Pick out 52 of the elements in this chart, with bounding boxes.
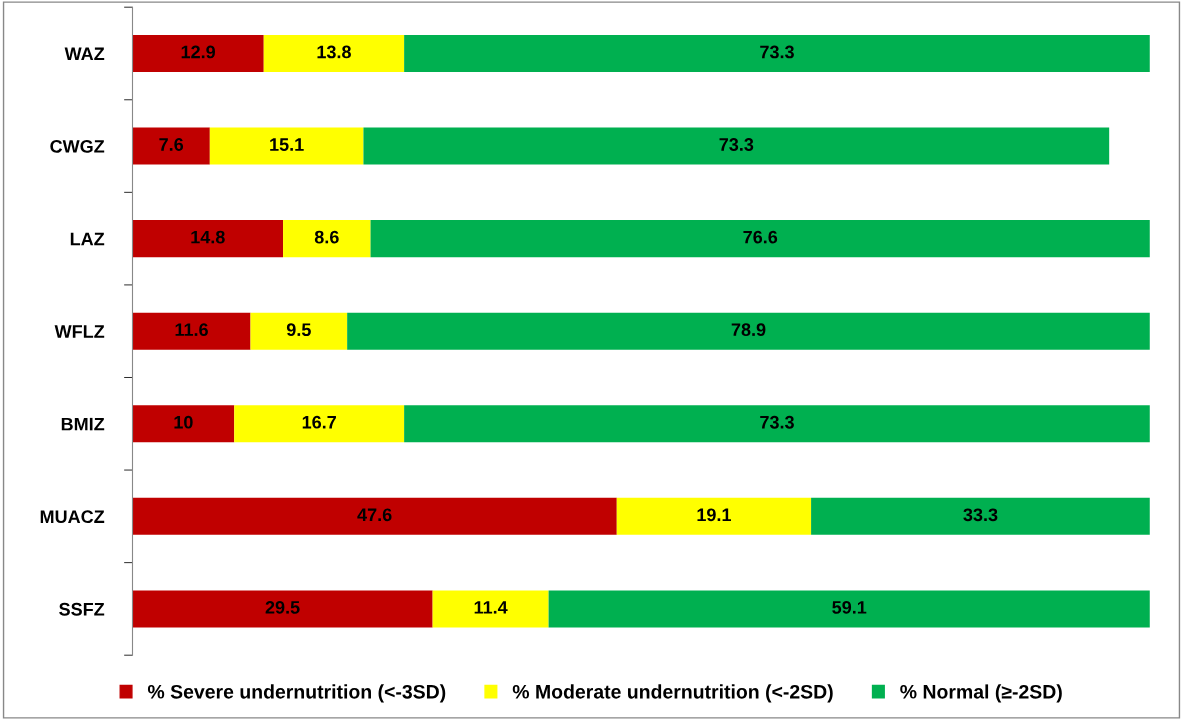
data-label: 12.9 [181,45,216,59]
y-tick-label: SSFZ [59,602,105,616]
bar [132,312,251,350]
data-label: 29.5 [265,600,300,614]
y-tick-label: CWGZ [50,139,105,153]
data-label: 33.3 [963,508,998,522]
bar [132,34,264,72]
data-label: 19.1 [697,508,731,522]
data-label: 8.6 [314,230,339,244]
legend-label: % Normal (≥-2SD) [900,684,1062,703]
bar [132,497,617,535]
data-label: 9.5 [286,323,311,337]
data-label: 76.6 [743,230,778,244]
y-tick-label: WAZ [64,47,105,61]
data-label: 73.3 [760,415,794,429]
data-label: 14.8 [191,230,225,244]
data-label: 10 [174,415,193,429]
bar [250,312,348,350]
bar [209,127,364,165]
bar [363,127,1110,165]
y-tick-label: WFLZ [54,325,105,338]
data-label: 16.7 [302,415,336,429]
data-label: 7.6 [159,138,184,151]
y-tick-label: BMIZ [61,417,105,431]
bar [404,405,1150,443]
bar [548,590,1150,628]
bar [432,590,549,628]
bar [370,220,1150,258]
data-label: 47.6 [357,508,392,522]
legend-label: % Severe undernutrition (<-3SD) [147,684,446,703]
data-label: 13.8 [317,45,351,59]
data-label: 11.6 [175,323,208,337]
bar [132,220,284,258]
bar [404,34,1150,72]
y-tick-label: LAZ [70,232,105,246]
data-label: 73.3 [719,138,754,151]
data-label: 78.9 [731,323,766,337]
data-label: 59.1 [832,600,867,614]
bar [234,405,405,443]
bar [263,34,405,72]
data-label: 15.1 [270,138,304,151]
data-label: 11.4 [474,601,508,614]
bar [811,497,1150,535]
y-tick-label: MUACZ [40,510,105,524]
bar [132,590,433,628]
bar [616,497,812,535]
bar [347,312,1150,350]
legend-label: % Moderate undernutrition (<-2SD) [512,684,833,703]
bar [283,220,371,258]
bar [132,127,210,165]
bar [132,405,235,443]
data-label: 73.3 [760,45,794,59]
